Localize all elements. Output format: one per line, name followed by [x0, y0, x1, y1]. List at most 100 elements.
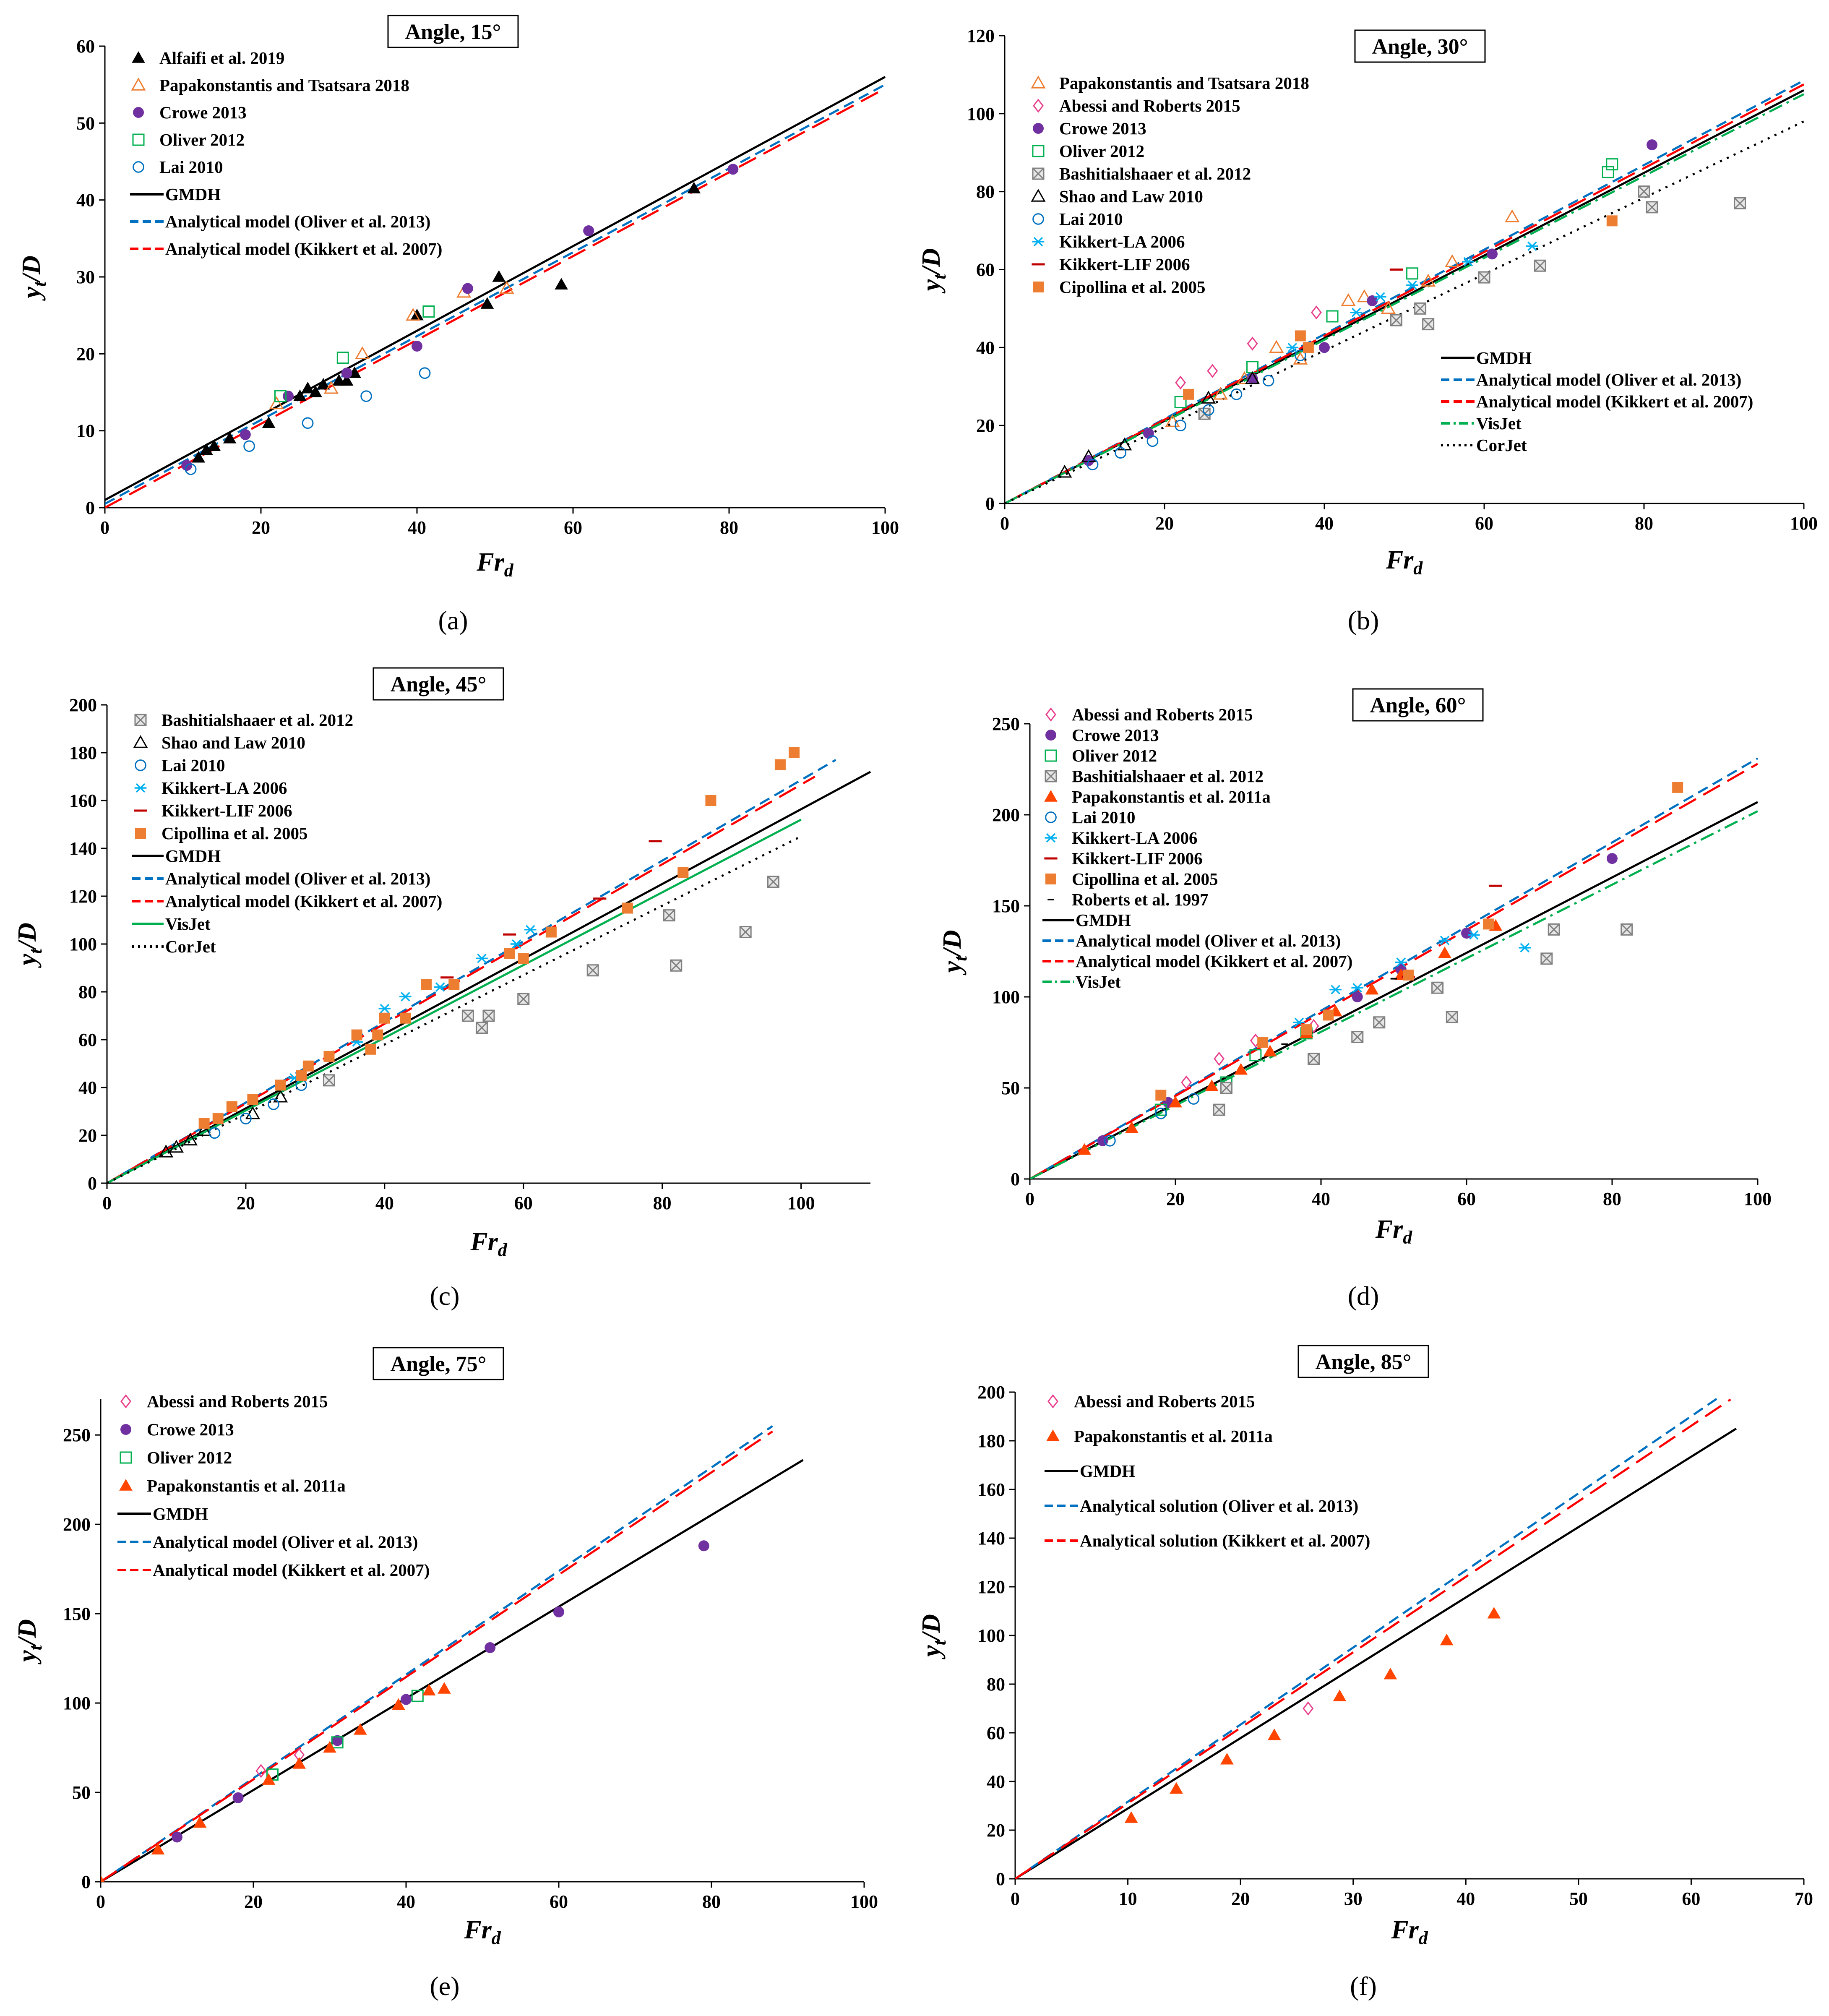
data-point-crowe-2013: [1607, 853, 1618, 864]
panel-caption: (f): [1350, 1971, 1377, 2001]
data-point-cipollina-et-al-2005: [1483, 918, 1494, 930]
legend: Abessi and Roberts 2015 Papakonstantis et…: [1045, 1392, 1370, 1550]
data-point-crowe-2013: [232, 1792, 244, 1803]
data-point-lai-2010: [1155, 1107, 1167, 1119]
legend-label: Kikkert-LIF 2006: [162, 801, 292, 820]
legend-label: Roberts et al. 1997: [1072, 890, 1209, 909]
y-tick-label: 100: [992, 987, 1020, 1007]
data-point-bashitialshaaer-et-al-2012: [461, 1009, 474, 1022]
data-point-bashitialshaaer-et-al-2012: [1422, 318, 1435, 331]
y-tick-label: 120: [967, 26, 995, 46]
legend-marker-oliver-2012: [1032, 145, 1045, 157]
data-point-lai-2010: [1230, 388, 1243, 400]
legend-label: Shao and Law 2010: [162, 733, 305, 752]
y-tick-label: 50: [76, 113, 95, 133]
legend: Abessi and Roberts 2015 Crowe 2013 Oliver …: [117, 1392, 430, 1580]
legend-label: Oliver 2012: [1059, 141, 1144, 161]
data-point-shao-and-law-2010: [169, 1140, 184, 1153]
data-point-papakonstantis-et-al-2011a: [1234, 1063, 1248, 1075]
x-axis-label-sub: d: [1419, 1928, 1428, 1948]
data-point-cipollina-et-al-2005: [1301, 1024, 1312, 1035]
data-point-papakonstantis-et-al-2011a: [1267, 1728, 1281, 1740]
y-tick-label: 30: [76, 267, 95, 287]
data-point-crowe-2013: [485, 1642, 496, 1653]
legend-marker-lai-2010: [135, 759, 146, 771]
legend-label: Analytical model (Kikkert et al. 2007): [165, 239, 442, 258]
data-point-kikkert-la-2006: [1350, 308, 1363, 317]
panel-caption: (a): [438, 605, 468, 635]
legend-label: Bashitialshaaer et al. 2012: [1072, 767, 1264, 786]
legend-marker-bashitialshaaer-et-al-2012: [1032, 167, 1045, 180]
legend-label: Analytical model (Kikkert et al. 2007): [1476, 392, 1753, 411]
x-tick-label: 40: [1456, 1888, 1475, 1909]
x-axis-label-sub: d: [1413, 558, 1423, 579]
data-point-papakonstantis-et-al-2011a: [1383, 1667, 1397, 1680]
legend-marker-crowe-2013: [1045, 730, 1056, 741]
data-point-bashitialshaaer-et-al-2012: [586, 964, 599, 977]
data-point-kikkert-la-2006: [1519, 943, 1531, 953]
y-tick-label: 60: [987, 1723, 1005, 1743]
data-point-bashitialshaaer-et-al-2012: [517, 993, 530, 1005]
data-point-cipollina-et-al-2005: [296, 1070, 307, 1081]
series-line-gmdh: [1030, 801, 1759, 1179]
legend-label: Crowe 2013: [159, 103, 247, 122]
legend-label: Abessi and Roberts 2015: [1059, 96, 1240, 115]
data-point-abessi-and-roberts-2015: [1214, 1051, 1225, 1066]
data-point-papakonstantis-and-tsatsara-2018: [355, 346, 370, 360]
data-point-crowe-2013: [1319, 342, 1330, 353]
data-point-lai-2010: [268, 1098, 279, 1110]
legend-label: Papakonstantis and Tsatsara 2018: [1059, 73, 1309, 93]
chart-title-box: [373, 667, 504, 701]
data-point-alfaifi-et-al-2019: [555, 278, 568, 290]
legend-marker-kikkert-la-2006: [1032, 237, 1045, 247]
y-tick-label: 60: [976, 260, 995, 280]
chart-title-box: [1352, 688, 1484, 722]
data-point-kikkert-la-2006: [1395, 957, 1407, 967]
legend-label: Cipollina et al. 2005: [1072, 869, 1218, 889]
y-axis-label: yt/D: [917, 248, 950, 294]
data-point-alfaifi-et-al-2019: [687, 182, 701, 193]
data-point-cipollina-et-al-2005: [774, 759, 786, 770]
legend-label: Bashitialshaaer et al. 2012: [1059, 164, 1251, 183]
data-point-cipollina-et-al-2005: [247, 1094, 258, 1105]
data-point-cipollina-et-al-2005: [351, 1029, 362, 1041]
x-tick-label: 40: [397, 1891, 415, 1912]
legend-marker-lai-2010: [1045, 811, 1057, 823]
y-tick-label: 120: [977, 1577, 1005, 1597]
x-tick-label: 20: [1231, 1888, 1250, 1909]
x-tick-label: 0: [1011, 1888, 1020, 1909]
data-point-crowe-2013: [341, 368, 352, 379]
data-point-kikkert-la-2006: [476, 953, 488, 963]
legend-label: GMDH: [165, 846, 221, 866]
data-point-kikkert-la-2006: [1468, 930, 1480, 940]
panel-caption: (b): [1348, 605, 1379, 635]
data-point-alfaifi-et-al-2019: [340, 374, 354, 386]
legend-label: Lai 2010: [162, 756, 225, 775]
panel-b: 0 20 40 60 80 100 0 20 40 60 80 100 120 Frd yt/D Angle,…: [917, 26, 1818, 635]
legend-label: Analytical model (Oliver et al. 2013): [1076, 931, 1341, 950]
x-axis-label-sub: d: [1403, 1227, 1412, 1248]
data-point-bashitialshaaer-et-al-2012: [1308, 1053, 1320, 1065]
legend-marker-cipollina-et-al-2005: [135, 828, 146, 839]
data-point-papakonstantis-and-tsatsara-2018: [499, 281, 514, 294]
x-tick-label: 80: [702, 1891, 721, 1912]
legend-marker-shao-and-law-2010: [133, 735, 148, 748]
y-tick-label: 0: [996, 1869, 1005, 1889]
data-point-bashitialshaaer-et-al-2012: [1373, 1016, 1386, 1029]
data-point-alfaifi-et-al-2019: [223, 432, 237, 443]
data-point-shao-and-law-2010: [1245, 371, 1260, 384]
legend-label: GMDH: [1076, 910, 1131, 930]
data-point-oliver-2012: [1326, 310, 1339, 323]
legend-label: Abessi and Roberts 2015: [1074, 1392, 1255, 1411]
data-point-crowe-2013: [1352, 991, 1363, 1002]
y-axis-label: yt/D: [917, 1614, 950, 1660]
legend-label: Papakonstantis et al. 2011a: [1074, 1427, 1273, 1446]
data-point-alfaifi-et-al-2019: [192, 451, 206, 463]
data-point-shao-and-law-2010: [183, 1132, 198, 1146]
data-point-papakonstantis-and-tsatsara-2018: [1293, 352, 1308, 365]
x-tick-label: 0: [100, 517, 109, 538]
y-axis-label-sub: t: [25, 948, 46, 954]
data-point-lai-2010: [1295, 349, 1306, 361]
legend-label: Analytical model (Oliver et al. 2013): [1476, 370, 1741, 389]
